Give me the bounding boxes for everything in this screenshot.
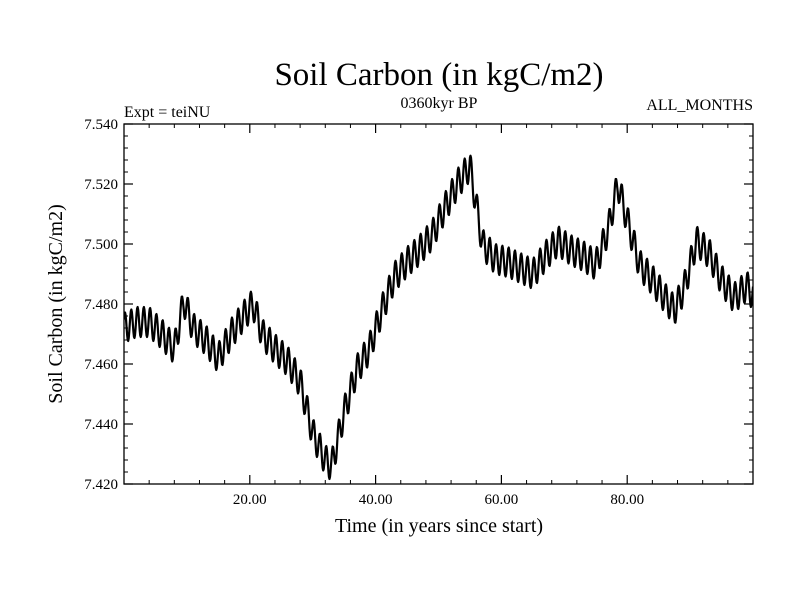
y-axis-label: Soil Carbon (in kgC/m2): [45, 204, 67, 403]
x-tick-label: 60.00: [485, 492, 519, 508]
x-axis-label: Time (in years since start): [335, 515, 543, 537]
y-tick-label: 7.420: [84, 477, 118, 493]
y-axis-ticks: 7.420 7.440 7.460 7.480 7.500 7.520 7.540: [84, 117, 753, 493]
y-tick-label: 7.460: [84, 357, 118, 373]
y-tick-label: 7.520: [84, 177, 118, 193]
experiment-label: Expt = teiNU: [124, 104, 211, 121]
y-tick-label: 7.440: [84, 417, 118, 433]
x-tick-label: 80.00: [610, 492, 644, 508]
y-tick-label: 7.540: [84, 117, 118, 133]
chart-title: Soil Carbon (in kgC/m2): [274, 57, 603, 93]
x-tick-label: 20.00: [233, 492, 267, 508]
x-axis-ticks: 20.00 40.00 60.00 80.00: [148, 124, 729, 508]
plot-frame: [123, 123, 754, 485]
x-tick-label: 40.00: [359, 492, 393, 508]
y-tick-label: 7.500: [84, 237, 118, 253]
soil-carbon-series-line: [124, 154, 753, 481]
y-tick-label: 7.480: [84, 297, 118, 313]
months-label: ALL_MONTHS: [646, 97, 753, 114]
period-label: 0360kyr BP: [401, 95, 478, 112]
